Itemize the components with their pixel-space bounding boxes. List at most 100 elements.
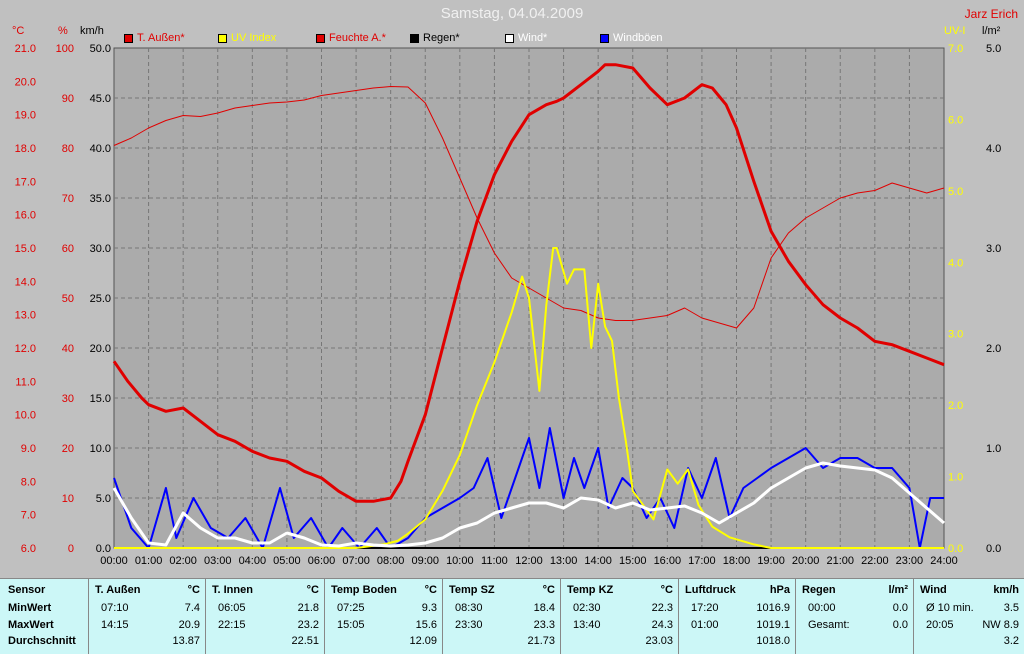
uv-axis-tick: 5.0 [948, 186, 963, 198]
x-axis-tick: 01:00 [135, 555, 163, 567]
table-max-time: Gesamt: [808, 619, 850, 631]
x-axis-tick: 21:00 [826, 555, 854, 567]
table-unit: °C [306, 584, 319, 596]
series-feuchtea-line [113, 86, 945, 329]
wind-axis-tick: 50.0 [90, 43, 111, 55]
table-max-time: 22:15 [218, 619, 246, 631]
series-tauen-line [112, 63, 945, 503]
legend-swatch [124, 33, 133, 43]
rain-axis-tick: 1.0 [986, 443, 1001, 455]
rain-axis-tick: 4.0 [986, 143, 1001, 155]
table-min-time: 02:30 [573, 602, 601, 614]
wind-axis-tick: 0.0 [96, 543, 111, 555]
temp-axis-tick: 21.0 [15, 43, 36, 55]
table-min-time: 06:05 [218, 602, 246, 614]
stats-table: Sensor MinWert MaxWert Durchschnitt T. Außen… [0, 578, 1024, 654]
table-min-value: 7.4 [184, 602, 200, 614]
table-avg-value: 1018.0 [756, 635, 790, 647]
uv-axis-tick: 4.0 [948, 257, 963, 269]
rain-axis-tick: 0.0 [986, 543, 1001, 555]
legend-label: Wind* [518, 32, 548, 44]
table-max-value: 24.3 [651, 619, 673, 631]
uv-axis-tick: 6.0 [948, 114, 963, 126]
temp-axis-tick: 7.0 [21, 510, 36, 522]
legend-item: UV Index [218, 31, 276, 45]
x-axis-tick: 16:00 [654, 555, 682, 567]
rain-axis-tick: 2.0 [986, 343, 1001, 355]
station-user: Jarz Erich [964, 7, 1018, 21]
temp-axis-tick: 8.0 [21, 476, 36, 488]
table-min-time: 07:10 [101, 602, 129, 614]
temp-axis-tick: 19.0 [15, 110, 36, 122]
series-windben-line [113, 427, 944, 549]
table-max-time: 15:05 [337, 619, 365, 631]
temp-axis-tick: 6.0 [21, 543, 36, 555]
table-max-value: 0.0 [892, 619, 908, 631]
x-axis-tick: 10:00 [446, 555, 474, 567]
x-axis-tick: 12:00 [515, 555, 543, 567]
table-unit: °C [424, 584, 437, 596]
x-axis-tick: 11:00 [481, 555, 508, 567]
series-uvindex-line [114, 247, 944, 549]
legend-label: Feuchte A.* [329, 32, 386, 44]
hum-axis-tick: 0 [68, 543, 74, 555]
table-max-time: 01:00 [691, 619, 719, 631]
hum-axis-tick: 30 [62, 393, 74, 405]
wind-axis-tick: 10.0 [90, 443, 111, 455]
legend-swatch [218, 33, 227, 43]
table-max-time: 23:30 [455, 619, 483, 631]
uv-unit: UV-I [944, 25, 966, 37]
table-unit: km/h [993, 584, 1019, 596]
x-axis-tick: 13:00 [550, 555, 578, 567]
x-axis-tick: 00:00 [100, 555, 128, 567]
x-axis-tick: 15:00 [619, 555, 647, 567]
table-header: Sensor [8, 584, 46, 596]
table-column: T. Außen °C 07:10 7.4 14:15 20.9 13.87 [88, 579, 206, 654]
table-max-time: 20:05 [926, 619, 954, 631]
x-axis-tick: 09:00 [411, 555, 439, 567]
series-wind-line [112, 461, 945, 548]
table-avg-value: 22.51 [291, 635, 319, 647]
wind-axis-tick: 25.0 [90, 293, 111, 305]
table-max-value: 1019.1 [756, 619, 790, 631]
hum-axis-tick: 50 [62, 293, 74, 305]
table-column: Regen l/m² 00:00 0.0 Gesamt: 0.0 [795, 579, 914, 654]
temp-axis-tick: 18.0 [15, 143, 36, 155]
legend-label: UV Index [231, 32, 277, 44]
table-min-time: 07:25 [337, 602, 365, 614]
hum-axis-tick: 90 [62, 93, 74, 105]
temp-axis-tick: 14.0 [15, 276, 36, 288]
legend-swatch [600, 33, 609, 43]
hum-unit: % [58, 25, 68, 37]
table-avg-value: 3.2 [1003, 635, 1019, 647]
rain-axis-tick: 3.0 [986, 243, 1001, 255]
legend-label: T. Außen* [137, 32, 185, 44]
uv-axis-tick: 0.0 [948, 543, 963, 555]
table-avg-value: 13.87 [172, 635, 200, 647]
wind-axis-tick: 40.0 [90, 143, 111, 155]
table-row-label: MaxWert [8, 619, 54, 631]
table-header: Temp KZ [567, 584, 614, 596]
table-min-value: 0.0 [892, 602, 908, 614]
table-max-value: NW 8.9 [982, 619, 1019, 631]
temp-axis-tick: 12.0 [15, 343, 36, 355]
x-axis-tick: 19:00 [757, 555, 785, 567]
table-column: Temp KZ °C 02:30 22.3 13:40 24.3 23.03 [560, 579, 679, 654]
table-header: Temp SZ [449, 584, 495, 596]
x-axis-tick: 03:00 [204, 555, 232, 567]
hum-axis-tick: 20 [62, 443, 74, 455]
x-axis-tick: 23:00 [896, 555, 924, 567]
x-axis-tick: 05:00 [273, 555, 301, 567]
wind-axis-tick: 5.0 [96, 493, 111, 505]
table-header: Temp Boden [331, 584, 397, 596]
table-header: T. Außen [95, 584, 141, 596]
legend-item: Windböen [600, 31, 663, 45]
table-max-value: 23.2 [297, 619, 319, 631]
table-min-value: 22.3 [651, 602, 673, 614]
table-max-time: 13:40 [573, 619, 601, 631]
x-axis-tick: 02:00 [169, 555, 197, 567]
temp-axis-tick: 9.0 [21, 443, 36, 455]
temp-axis-tick: 17.0 [15, 176, 36, 188]
temp-axis-tick: 11.0 [15, 376, 36, 388]
temp-axis-tick: 10.0 [15, 410, 36, 422]
